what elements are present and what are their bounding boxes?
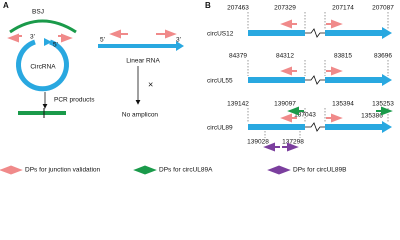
- row-label: circUS12: [207, 31, 234, 38]
- primer: [156, 29, 177, 39]
- cross: ×: [148, 79, 153, 89]
- exon-bar: [248, 30, 305, 36]
- row-label: circUL55: [207, 78, 233, 85]
- exon-bar: [325, 27, 392, 39]
- linear-label: Linear RNA: [126, 58, 160, 65]
- primer: [326, 19, 343, 29]
- coordinate: 139142: [227, 101, 249, 108]
- bsj-label: BSJ: [32, 9, 44, 16]
- exon-bar: [248, 77, 305, 83]
- coordinate: 207463: [227, 5, 249, 12]
- coordinate: 84379: [229, 53, 247, 60]
- no-amplicon: No amplicon: [122, 112, 159, 119]
- primer: [280, 19, 297, 29]
- coordinate: 83815: [334, 53, 352, 60]
- panel-label: A: [3, 1, 9, 10]
- break: [305, 75, 325, 85]
- panel-a: A BSJ 3' 5' CircRNA PCR products 5' 3' L…: [3, 1, 184, 119]
- circle-arrow: [44, 38, 52, 46]
- linear-rna: [98, 41, 184, 51]
- primer: [263, 142, 280, 152]
- panel-b: B circUS12 207463 207329 207174 207087 circUL…: [205, 1, 394, 152]
- coordinate: 137043: [294, 112, 316, 119]
- circ-label: CircRNA: [30, 64, 56, 71]
- end-label: 5': [100, 37, 105, 44]
- pcr-bar: [18, 111, 66, 115]
- exon-bar: [248, 124, 305, 130]
- primer: [140, 165, 157, 175]
- primer: [376, 106, 393, 116]
- end-label: 3': [176, 37, 181, 44]
- legend-label: DPs for circUL89B: [293, 167, 346, 174]
- legend: DPs for junction validation DPs for circU…: [0, 165, 346, 175]
- figure: A BSJ 3' 5' CircRNA PCR products 5' 3' L…: [0, 1, 394, 175]
- circle-rna: [16, 39, 69, 92]
- primer: [58, 33, 73, 43]
- primer: [287, 106, 304, 116]
- coordinate: 84312: [276, 53, 294, 60]
- coordinate: 137298: [282, 139, 304, 146]
- primer: [7, 33, 22, 43]
- primer: [326, 66, 343, 76]
- pcr-label: PCR products: [54, 97, 95, 104]
- primer: [282, 142, 299, 152]
- primer: [280, 66, 297, 76]
- break: [305, 122, 325, 132]
- end-label: 5': [53, 42, 58, 49]
- legend-label: DPs for junction validation: [25, 167, 101, 174]
- end-label: 3': [30, 34, 35, 41]
- coordinate: 207174: [332, 5, 354, 12]
- primer: [326, 113, 343, 123]
- coordinate: 135394: [332, 101, 354, 108]
- coordinate: 139097: [274, 101, 296, 108]
- row-label: circUL89: [207, 125, 233, 132]
- coordinate: 207087: [372, 5, 394, 12]
- coordinate: 135386: [361, 113, 383, 120]
- panel-label: B: [205, 1, 211, 10]
- bsj-arc: [9, 19, 77, 34]
- primer: [6, 165, 23, 175]
- break: [305, 28, 325, 38]
- primer: [274, 165, 291, 175]
- primer: [280, 113, 297, 123]
- exon-bar: [325, 121, 392, 133]
- coordinate: 139028: [247, 139, 269, 146]
- primer: [109, 29, 128, 39]
- coordinate: 83696: [374, 53, 392, 60]
- legend-label: DPs for circUL89A: [159, 167, 213, 174]
- exon-bar: [325, 74, 392, 86]
- coordinate: 207329: [274, 5, 296, 12]
- coordinate: 135253: [372, 101, 394, 108]
